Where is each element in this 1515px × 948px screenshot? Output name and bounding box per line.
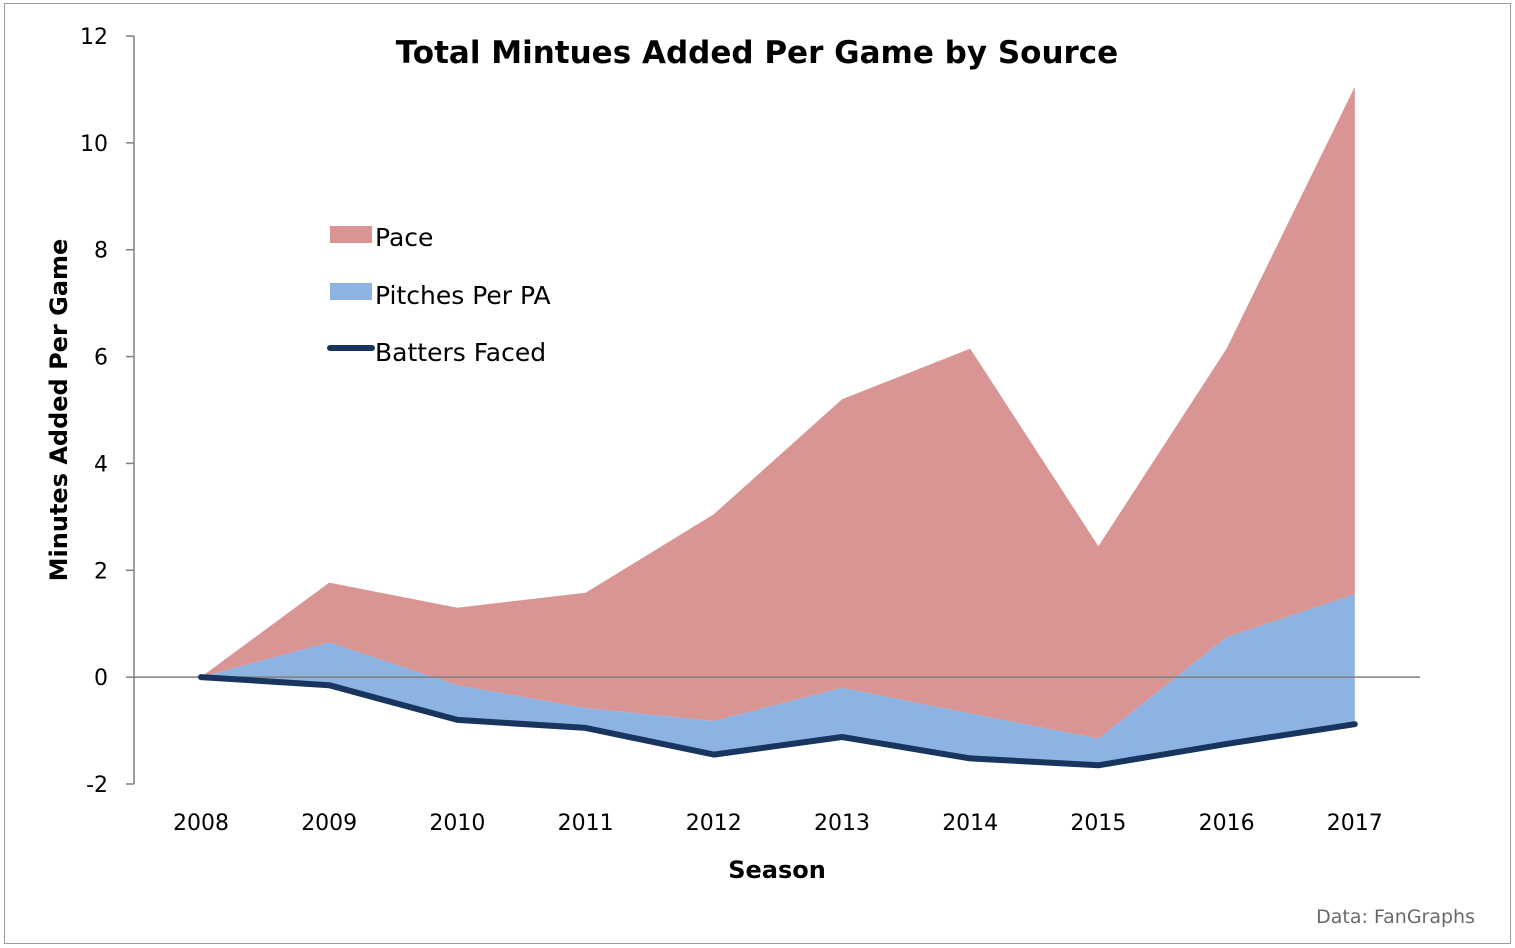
legend-label-batters-faced: Batters Faced xyxy=(375,338,546,367)
x-tick-label: 2008 xyxy=(173,811,229,836)
chart-areas xyxy=(201,86,1355,766)
legend-swatch-pitches-per-pa xyxy=(330,283,372,300)
y-tick-label: -2 xyxy=(86,773,108,798)
source-note: Data: FanGraphs xyxy=(1316,906,1475,928)
x-tick-label: 2016 xyxy=(1199,811,1255,836)
y-tick-label: 6 xyxy=(94,346,108,371)
x-tick-label: 2015 xyxy=(1070,811,1126,836)
legend-label-pitches-per-pa: Pitches Per PA xyxy=(375,281,551,310)
y-tick-label: 12 xyxy=(80,25,108,50)
x-tick-label: 2011 xyxy=(558,811,614,836)
x-tick-label: 2010 xyxy=(429,811,485,836)
legend-swatch-pace xyxy=(330,226,372,243)
y-axis-title: Minutes Added Per Game xyxy=(45,239,73,582)
chart-lines xyxy=(198,674,1358,769)
area-pitches-per-pa xyxy=(201,594,1355,766)
x-tick-label: 2017 xyxy=(1327,811,1383,836)
x-tick-label: 2013 xyxy=(814,811,870,836)
y-tick-label: 10 xyxy=(80,132,108,157)
line-batters-faced xyxy=(198,674,1358,769)
x-tick-label: 2012 xyxy=(686,811,742,836)
x-tick-label: 2014 xyxy=(942,811,998,836)
y-axis-ticks: -2 0 2 4 6 8 10 12 xyxy=(80,25,134,798)
y-tick-label: 4 xyxy=(94,452,108,477)
y-tick-label: 8 xyxy=(94,239,108,264)
area-pace xyxy=(201,86,1355,739)
legend-label-pace: Pace xyxy=(375,223,433,252)
y-tick-label: 0 xyxy=(94,666,108,691)
chart-title: Total Mintues Added Per Game by Source xyxy=(396,35,1118,71)
y-tick-label: 2 xyxy=(94,559,108,584)
x-tick-label: 2009 xyxy=(301,811,357,836)
chart-legend: Pace Pitches Per PA Batters Faced xyxy=(327,223,551,367)
x-axis-ticks: 2008 2009 2010 2011 2012 2013 2014 2015 2016 2017 xyxy=(173,811,1383,836)
x-axis-title: Season xyxy=(728,856,826,884)
